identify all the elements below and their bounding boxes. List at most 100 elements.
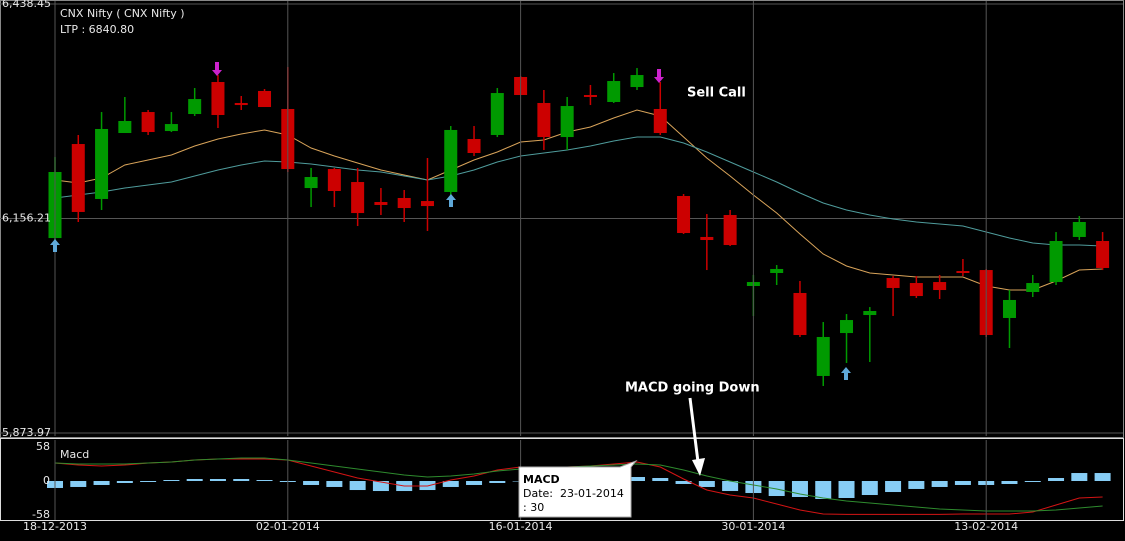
candle-body bbox=[141, 112, 155, 133]
histogram-bar bbox=[885, 481, 902, 493]
histogram-bar bbox=[256, 480, 273, 481]
x-tick-label: 16-01-2014 bbox=[489, 520, 553, 533]
histogram-bar bbox=[233, 479, 250, 481]
macd-panel-border bbox=[0, 438, 1124, 521]
candle-body bbox=[327, 169, 341, 191]
histogram-bar bbox=[209, 479, 226, 481]
candle-body bbox=[793, 292, 807, 336]
candle-body bbox=[909, 283, 923, 297]
histogram-bar bbox=[931, 481, 948, 487]
buy-arrow bbox=[841, 367, 851, 380]
x-tick-label: 02-01-2014 bbox=[256, 520, 320, 533]
candle-body bbox=[397, 197, 411, 209]
histogram-bar bbox=[838, 481, 855, 498]
candle-body bbox=[677, 196, 691, 234]
histogram-bar bbox=[1071, 473, 1088, 481]
candle-body bbox=[71, 144, 85, 212]
sell-arrow bbox=[212, 62, 222, 76]
chart-subtitle: LTP : 6840.80 bbox=[60, 23, 134, 36]
candle-body bbox=[630, 75, 644, 88]
histogram-bar bbox=[116, 481, 133, 483]
x-tick-label: 30-01-2014 bbox=[721, 520, 785, 533]
candle-body bbox=[420, 201, 434, 207]
histogram-bar bbox=[140, 481, 157, 482]
y-tick-label: 0 bbox=[43, 474, 50, 487]
tooltip-title: MACD bbox=[523, 473, 560, 486]
candle-body bbox=[933, 282, 947, 291]
histogram-bar bbox=[1048, 478, 1065, 481]
histogram-bar bbox=[1024, 481, 1041, 482]
y-tick-label: 6,438.45 bbox=[2, 0, 51, 10]
candle-body bbox=[537, 102, 551, 138]
annotation: Sell Call bbox=[687, 86, 746, 101]
candle-body bbox=[560, 106, 574, 138]
histogram-bar bbox=[442, 481, 459, 487]
candle-body bbox=[444, 129, 458, 192]
histogram-bar bbox=[70, 481, 87, 487]
histogram-bar bbox=[675, 481, 692, 484]
histogram-bar bbox=[186, 479, 203, 481]
tooltip-line: Date: 23-01-2014 bbox=[523, 487, 624, 500]
histogram-bar bbox=[163, 480, 180, 481]
line bbox=[54, 109, 1103, 291]
candle-body bbox=[304, 177, 318, 189]
candle-body bbox=[1026, 283, 1040, 292]
histogram-bar bbox=[722, 481, 739, 492]
histogram-bar bbox=[698, 481, 715, 487]
histogram-bar bbox=[908, 481, 925, 489]
candle-body bbox=[700, 236, 714, 241]
candle-body bbox=[886, 278, 900, 288]
histogram-bar bbox=[93, 481, 110, 485]
tooltip-line: : 30 bbox=[523, 501, 544, 514]
histogram-bar bbox=[861, 481, 878, 496]
candle-body bbox=[188, 99, 202, 115]
candle-body bbox=[840, 320, 854, 334]
histogram-bar bbox=[326, 481, 343, 487]
y-tick-label: 5,873.97 bbox=[2, 426, 51, 439]
candle-body bbox=[1002, 299, 1016, 318]
histogram-bar bbox=[815, 481, 832, 499]
histogram-bar bbox=[954, 481, 971, 485]
histogram-bar bbox=[1001, 481, 1018, 484]
candle-body bbox=[258, 90, 272, 108]
tooltip: MACD Date: 23-01-2014 : 30 bbox=[518, 459, 638, 518]
candle-body bbox=[653, 108, 667, 134]
histogram-bar bbox=[349, 481, 366, 491]
price-plot bbox=[0, 3, 1123, 434]
annotation: MACD going Down bbox=[625, 381, 760, 396]
candle-body bbox=[1049, 241, 1063, 283]
x-tick-label: 18-12-2013 bbox=[23, 520, 87, 533]
histogram-bar bbox=[629, 477, 645, 481]
candle-body bbox=[607, 81, 621, 103]
candle-body bbox=[467, 139, 481, 153]
y-tick-label: -58 bbox=[32, 508, 50, 521]
histogram-bar bbox=[1094, 473, 1111, 481]
candle-body bbox=[770, 268, 784, 273]
buy-arrow bbox=[50, 239, 60, 252]
candle-body bbox=[234, 102, 248, 106]
sell-arrow bbox=[654, 69, 664, 83]
candle-body bbox=[1072, 222, 1086, 237]
macd-title: Macd bbox=[60, 448, 89, 461]
candle-body bbox=[956, 271, 970, 273]
y-tick-label: 6,156.21 bbox=[2, 212, 51, 225]
chart-title: CNX Nifty ( CNX Nifty ) bbox=[60, 7, 185, 20]
candle-body bbox=[490, 93, 504, 135]
histogram-bar bbox=[303, 481, 320, 485]
candle-body bbox=[118, 121, 132, 134]
candle-body bbox=[374, 202, 388, 205]
histogram-bar bbox=[489, 481, 506, 483]
histogram-bar bbox=[372, 481, 389, 492]
y-tick-label: 58 bbox=[36, 440, 50, 453]
histogram-bar bbox=[466, 481, 483, 485]
histogram-bar bbox=[652, 478, 669, 481]
pointer-arrow-head bbox=[692, 458, 705, 476]
pointer-arrow bbox=[688, 397, 700, 463]
candle-body bbox=[816, 336, 830, 376]
line bbox=[54, 136, 1103, 247]
tooltip-box bbox=[518, 459, 638, 518]
buy-arrow bbox=[446, 194, 456, 207]
candle-body bbox=[164, 124, 178, 132]
candle-body bbox=[351, 182, 365, 214]
